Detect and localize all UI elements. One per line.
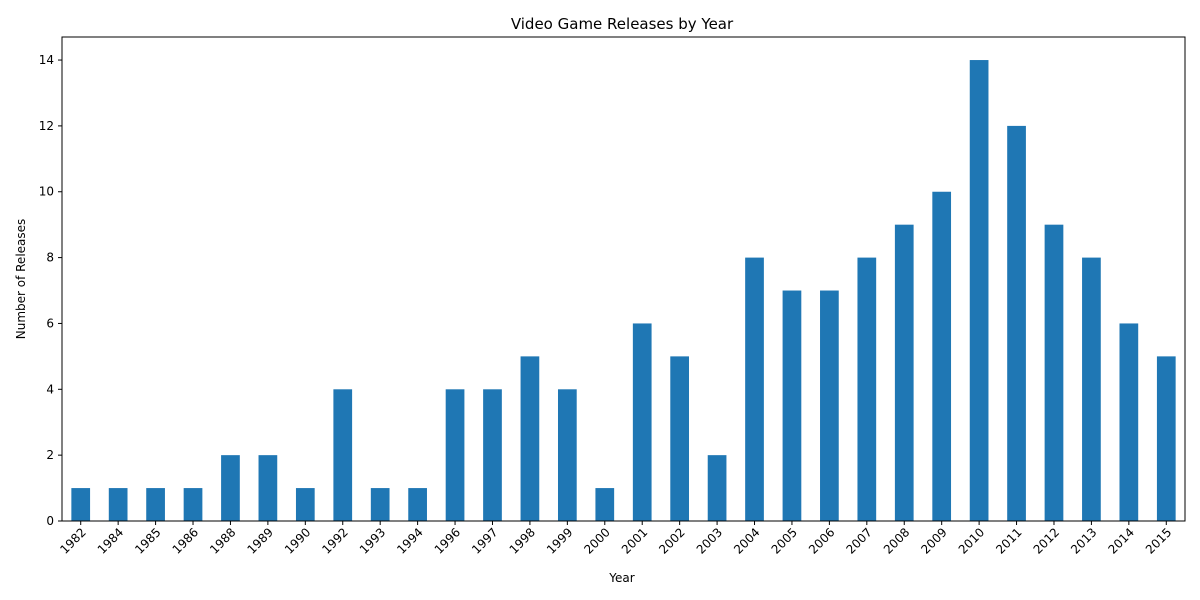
- bar-2011: [1007, 125, 1026, 522]
- bar-2013: [1082, 257, 1101, 521]
- bar-1988: [221, 455, 240, 521]
- bar-1998: [520, 356, 540, 521]
- bar-2007: [857, 257, 877, 521]
- x-tick-label-1992: 1992: [319, 525, 350, 556]
- x-tick-label-1990: 1990: [282, 525, 313, 556]
- x-axis: 1982 1984 1985 1986 1988 1989 1990 1992 1993 1994…: [57, 521, 1174, 557]
- x-tick-label-2010: 2010: [956, 525, 987, 556]
- x-tick-label-1999: 1999: [544, 525, 575, 556]
- x-tick-label-2005: 2005: [769, 525, 800, 556]
- bar-1996: [445, 389, 465, 521]
- x-tick-label-2001: 2001: [619, 525, 650, 556]
- x-tick-label-1984: 1984: [95, 525, 126, 556]
- y-axis-label: Number of Releases: [14, 219, 28, 340]
- x-tick-label-2007: 2007: [843, 525, 874, 556]
- bar-1997: [483, 389, 502, 521]
- y-tick-label-12: 12: [39, 119, 54, 133]
- bar-2012: [1044, 224, 1064, 521]
- x-tick-label-1996: 1996: [432, 525, 463, 556]
- y-tick-label-0: 0: [46, 514, 54, 528]
- x-tick-label-2013: 2013: [1068, 525, 1099, 556]
- bar-2014: [1119, 323, 1139, 521]
- x-tick-label-2003: 2003: [694, 525, 725, 556]
- y-tick-label-6: 6: [46, 316, 54, 330]
- bar-1994: [408, 488, 427, 521]
- plot-frame: [61, 36, 1186, 522]
- x-axis-label: Year: [608, 571, 634, 585]
- bar-1982: [71, 488, 91, 521]
- bar-2003: [707, 455, 727, 521]
- bar-1989: [258, 455, 278, 521]
- y-tick-label-2: 2: [46, 448, 54, 462]
- x-tick-label-1986: 1986: [170, 525, 201, 556]
- bar-1990: [295, 488, 315, 521]
- x-tick-label-2000: 2000: [581, 525, 612, 556]
- bar-2002: [670, 356, 690, 521]
- bar-2008: [894, 224, 914, 521]
- x-tick-label-1997: 1997: [469, 525, 500, 556]
- x-tick-label-2002: 2002: [656, 525, 687, 556]
- x-tick-label-1989: 1989: [245, 525, 276, 556]
- x-tick-label-2008: 2008: [881, 525, 912, 556]
- y-tick-label-8: 8: [46, 251, 54, 265]
- bar-2001: [632, 323, 652, 521]
- bar-1986: [183, 488, 203, 521]
- x-tick-label-2011: 2011: [993, 525, 1024, 556]
- y-tick-label-14: 14: [39, 53, 54, 67]
- bar-1993: [370, 488, 390, 521]
- bar-2010: [969, 60, 989, 522]
- bar-2004: [745, 257, 764, 521]
- x-tick-label-2004: 2004: [731, 525, 762, 556]
- x-tick-label-2014: 2014: [1105, 525, 1136, 556]
- x-tick-label-2012: 2012: [1031, 525, 1062, 556]
- bar-2015: [1156, 356, 1176, 521]
- bar-2005: [782, 290, 802, 521]
- bar-1984: [108, 488, 128, 521]
- y-tick-label-4: 4: [46, 382, 54, 396]
- y-tick-label-10: 10: [39, 185, 54, 199]
- x-tick-label-1988: 1988: [207, 525, 238, 556]
- bars-group: [71, 60, 1176, 522]
- x-tick-label-1985: 1985: [132, 525, 163, 556]
- x-tick-label-1994: 1994: [394, 525, 425, 556]
- x-tick-label-2009: 2009: [918, 525, 949, 556]
- x-tick-label-1998: 1998: [507, 525, 538, 556]
- x-tick-label-1982: 1982: [57, 525, 88, 556]
- bar-2009: [932, 191, 952, 522]
- x-tick-label-2006: 2006: [806, 525, 837, 556]
- bar-1999: [557, 389, 577, 521]
- y-axis: 0 2 4 6 8 10 12 14: [39, 53, 62, 528]
- bar-1985: [146, 488, 165, 521]
- bar-1992: [333, 389, 353, 521]
- bar-2006: [820, 290, 839, 521]
- chart-title: Video Game Releases by Year: [511, 15, 734, 33]
- bar-2000: [595, 488, 615, 521]
- x-tick-label-2015: 2015: [1143, 525, 1174, 556]
- x-tick-label-1993: 1993: [357, 525, 388, 556]
